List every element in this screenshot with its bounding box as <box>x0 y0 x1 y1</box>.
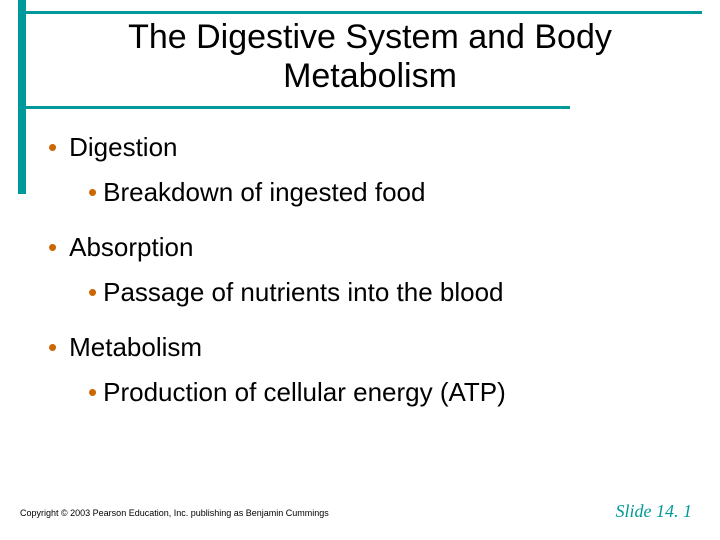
copyright-text: Copyright © 2003 Pearson Education, Inc.… <box>20 508 329 518</box>
bullet-icon: • <box>48 334 57 360</box>
list-subitem: • Production of cellular energy (ATP) <box>88 377 680 408</box>
list-item: • Metabolism <box>48 332 680 363</box>
accent-bar-vertical <box>18 0 26 194</box>
list-subitem-label: Passage of nutrients into the blood <box>103 277 503 308</box>
list-subitem-label: Production of cellular energy (ATP) <box>103 377 506 408</box>
list-subitem: • Passage of nutrients into the blood <box>88 277 680 308</box>
list-subitem-label: Breakdown of ingested food <box>103 177 425 208</box>
list-item-label: Metabolism <box>69 332 202 363</box>
list-item: • Digestion <box>48 132 680 163</box>
bullet-icon: • <box>48 234 57 260</box>
list-item: • Absorption <box>48 232 680 263</box>
bullet-icon: • <box>88 279 97 305</box>
list-item-label: Absorption <box>69 232 193 263</box>
bullet-icon: • <box>48 134 57 160</box>
bullet-icon: • <box>88 379 97 405</box>
bullet-icon: • <box>88 179 97 205</box>
slide-number: Slide 14. 1 <box>616 501 693 522</box>
accent-bar-top <box>18 11 702 14</box>
list-subitem: • Breakdown of ingested food <box>88 177 680 208</box>
list-item-label: Digestion <box>69 132 177 163</box>
accent-bar-under-title <box>18 106 570 109</box>
content-area: • Digestion • Breakdown of ingested food… <box>48 132 680 432</box>
slide-title: The Digestive System and Body Metabolism <box>60 18 680 96</box>
